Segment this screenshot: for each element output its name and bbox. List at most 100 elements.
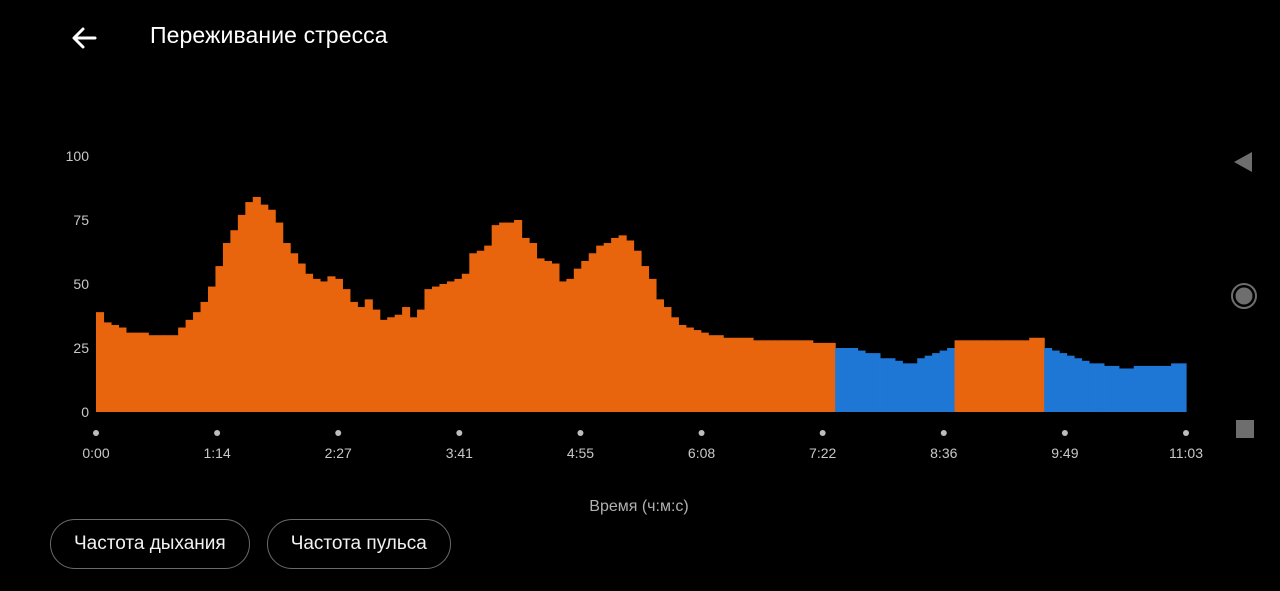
stress-bar [207, 286, 217, 412]
nav-home-button[interactable] [1230, 282, 1258, 315]
x-tick-label: 3:41 [446, 445, 473, 461]
nav-back-button[interactable] [1232, 150, 1254, 179]
stress-bar [558, 281, 567, 412]
stress-bar [573, 268, 582, 412]
stress-bar [581, 260, 590, 412]
stress-bar [334, 278, 343, 412]
stress-bar [125, 332, 134, 412]
y-tick-label: 0 [81, 404, 89, 420]
stress-bar [566, 278, 575, 412]
stress-bar [760, 340, 769, 412]
nav-recent-button[interactable] [1236, 420, 1254, 443]
stress-bar [648, 278, 657, 412]
rest-bar [902, 363, 911, 412]
arrow-left-icon [72, 27, 97, 49]
stress-bar [267, 209, 276, 412]
stress-bar [812, 342, 821, 412]
stress-bar [596, 245, 605, 412]
stress-bar [962, 340, 971, 412]
x-tick-dot [214, 430, 221, 436]
stress-bar [394, 314, 403, 412]
stress-bar [708, 335, 717, 412]
stress-bar [327, 276, 336, 412]
stress-bar [618, 235, 627, 412]
stress-bar [984, 340, 993, 412]
stress-bar [252, 196, 261, 412]
stress-bar [222, 243, 231, 412]
stress-bar [797, 340, 806, 412]
stress-bar [1029, 337, 1038, 412]
rest-bar [857, 350, 866, 412]
stress-bar [163, 335, 172, 412]
stress-bar [379, 319, 388, 412]
stress-chart: 100 75 50 25 0 0:00 1:14 2:27 3:41 4:55 6:08 7:22 8:… [0, 120, 1220, 520]
stress-bar [805, 340, 814, 412]
stress-bar [424, 289, 433, 412]
stress-bar [551, 263, 560, 412]
stress-bar [1021, 340, 1030, 412]
stress-bar [752, 340, 762, 412]
rest-bar [887, 358, 896, 412]
rest-bar [1081, 360, 1090, 412]
stress-bar [678, 324, 687, 412]
rest-bar [1126, 368, 1135, 412]
stress-bar [305, 273, 314, 412]
rest-bar [1074, 358, 1083, 412]
stress-bar [782, 340, 791, 412]
stress-bar [700, 332, 709, 412]
stress-bar [1014, 340, 1023, 412]
x-tick-label: 2:27 [325, 445, 352, 461]
rest-bar [1156, 365, 1165, 412]
rest-bar [1096, 363, 1105, 412]
rest-bar [1088, 363, 1098, 412]
stress-bar [641, 266, 650, 412]
x-tick-label: 7:22 [809, 445, 836, 461]
stress-bar [237, 214, 246, 412]
stress-bar [738, 337, 747, 412]
stress-bar [775, 340, 784, 412]
x-tick-dot [1183, 430, 1189, 436]
stress-bar [603, 243, 612, 412]
rest-bar [1044, 348, 1053, 412]
rest-bar [1066, 355, 1075, 412]
stress-bar [461, 273, 470, 412]
stress-bar [230, 230, 239, 412]
page-title: Переживание стресса [150, 22, 388, 48]
stress-bar [626, 240, 635, 412]
rest-bar [879, 358, 888, 412]
stress-bar [319, 281, 329, 412]
y-tick-label: 50 [73, 276, 89, 292]
stress-bar [342, 289, 351, 412]
stress-bar [476, 250, 485, 412]
rest-bar [842, 348, 851, 412]
stress-bar [417, 309, 426, 412]
stress-bar [633, 250, 642, 412]
x-tick-label: 0:00 [82, 445, 109, 461]
stress-bar [611, 237, 620, 412]
stress-bar [991, 340, 1000, 412]
stress-bar [954, 340, 963, 412]
stress-bar [693, 330, 702, 412]
rest-bar [909, 363, 918, 412]
stress-bar [275, 222, 284, 412]
stress-bar [999, 340, 1008, 412]
stress-bar [745, 337, 754, 412]
stress-bar [215, 266, 224, 412]
stress-bar [790, 340, 799, 412]
stress-bar [506, 222, 515, 412]
rest-bar [947, 348, 956, 412]
stress-bar [439, 284, 448, 412]
chip-heart-rate[interactable]: Частота пульса [266, 519, 451, 569]
rest-bar [1103, 365, 1112, 412]
back-button[interactable] [64, 18, 104, 58]
stress-bar [245, 202, 254, 412]
chip-breathing-rate[interactable]: Частота дыхания [50, 519, 250, 569]
stress-bar [491, 225, 500, 412]
y-tick-label: 25 [73, 340, 89, 356]
stress-bar [670, 317, 679, 412]
rest-bar [924, 355, 933, 412]
x-axis-title: Время (ч:м:с) [589, 498, 688, 515]
x-tick-label: 11:03 [1169, 445, 1203, 461]
triangle-back-icon [1234, 152, 1252, 172]
rest-bar [1141, 365, 1150, 412]
